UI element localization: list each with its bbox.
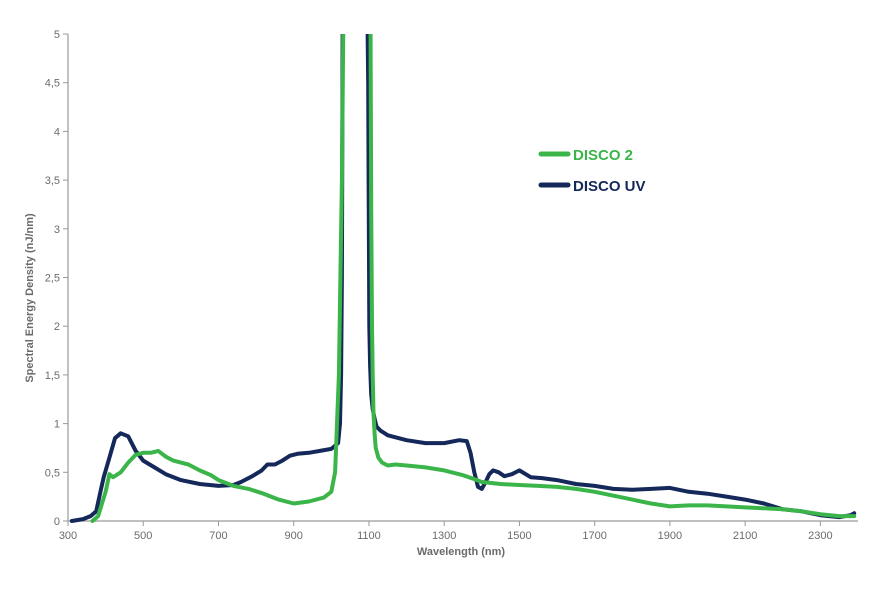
legend-label-disco-2: DISCO 2: [573, 147, 633, 164]
series-line-disco-uv: [69, 34, 857, 523]
y-tick-label: 1: [54, 419, 60, 431]
x-axis: 300 500 700 900 1100 1300 1500 1700 1900 2100 2300: [59, 520, 858, 542]
legend-label-disco-uv: DISCO UV: [573, 178, 646, 195]
y-tick-label: 3,5: [45, 175, 60, 187]
x-tick-label: 2300: [808, 530, 832, 542]
x-tick-label: 1900: [658, 530, 682, 542]
y-tick-label: 0: [54, 516, 60, 528]
series-line-disco-2: [90, 34, 857, 523]
x-tick-label: 900: [285, 530, 303, 542]
y-tick-label: 4,5: [45, 78, 60, 90]
plot-area: [69, 34, 857, 523]
y-tick-label: 1,5: [45, 370, 60, 382]
y-tick-label: 2: [54, 321, 60, 333]
y-axis: 0 0,5 1 1,5 2 2,5 3 3,5 4 4,5 5: [45, 29, 69, 528]
x-tick-label: 500: [134, 530, 152, 542]
x-axis-title: Wavelength (nm): [417, 546, 506, 558]
x-tick-label: 700: [209, 530, 227, 542]
y-tick-label: 2,5: [45, 273, 60, 285]
x-tick-label: 1300: [432, 530, 456, 542]
x-tick-label: 2100: [733, 530, 757, 542]
x-tick-label: 1700: [582, 530, 606, 542]
legend: DISCO 2 DISCO UV: [538, 147, 646, 195]
y-tick-label: 0,5: [45, 467, 60, 479]
x-tick-label: 1500: [507, 530, 531, 542]
y-tick-label: 3: [54, 224, 60, 236]
x-tick-label: 300: [59, 530, 77, 542]
y-axis-title: Spectral Energy Density (nJ/nm): [24, 213, 36, 383]
y-tick-label: 4: [54, 126, 60, 138]
y-tick-label: 5: [54, 29, 60, 41]
x-tick-label: 1100: [357, 530, 381, 542]
